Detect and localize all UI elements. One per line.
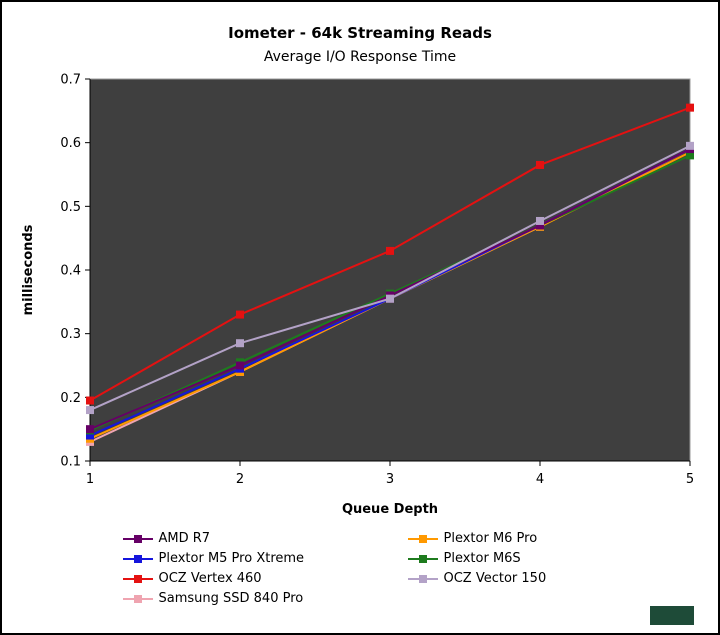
plot-area-background	[89, 78, 691, 462]
legend-item-samsung-ssd-840-pro: Samsung SSD 840 Pro	[122, 591, 313, 606]
y-tick-label: 0.1	[60, 455, 81, 470]
legend-label: OCZ Vertex 460	[158, 571, 262, 586]
series-marker-2	[86, 396, 94, 405]
legend-label: Plextor M6S	[443, 551, 521, 566]
x-tick-label: 1	[86, 472, 94, 487]
series-marker-6	[536, 216, 544, 225]
y-tick-label: 0.2	[60, 391, 81, 406]
legend-item-plextor-m6-pro: Plextor M6 Pro	[407, 531, 598, 546]
legend-item-amd-r7: AMD R7	[122, 531, 313, 546]
x-tick-label: 5	[686, 472, 694, 487]
series-marker-0	[236, 361, 244, 370]
chart-title: Iometer - 64k Streaming Reads	[228, 24, 492, 42]
x-tick-label: 3	[386, 472, 394, 487]
legend-item-ocz-vector-150: OCZ Vector 150	[407, 571, 598, 586]
series-marker-2	[236, 310, 244, 319]
legend-marker-icon	[122, 574, 153, 583]
y-tick-label: 0.3	[60, 327, 81, 342]
legend-label: Samsung SSD 840 Pro	[158, 591, 304, 606]
chart-subtitle: Average I/O Response Time	[263, 49, 457, 65]
series-marker-2	[386, 246, 394, 255]
legend-marker-icon	[122, 554, 153, 563]
legend-label: OCZ Vector 150	[443, 571, 547, 586]
chart-plot: 0.1 0.2 0.3 0.4 0.5 0.6 0.7 1 2 3 4 5 milliseconds Qu…	[21, 73, 694, 518]
y-tick-label: 0.4	[60, 264, 81, 279]
x-axis-title: Queue Depth	[342, 502, 438, 517]
y-tick-label: 0.7	[60, 73, 81, 88]
series-marker-6	[386, 294, 394, 303]
series-marker-2	[686, 103, 694, 112]
legend-marker-icon	[122, 534, 153, 543]
legend-marker-icon	[122, 594, 153, 603]
logo-badge	[650, 606, 694, 625]
legend-label: Plextor M5 Pro Xtreme	[158, 551, 305, 566]
series-marker-2	[536, 160, 544, 169]
y-tick-label: 0.6	[60, 136, 81, 151]
series-marker-0	[86, 425, 94, 434]
legend-label: Plextor M6 Pro	[443, 531, 538, 546]
legend-item-plextor-m6s: Plextor M6S	[407, 551, 598, 566]
y-axis-title: milliseconds	[21, 224, 36, 315]
series-marker-6	[236, 339, 244, 348]
legend-marker-icon	[407, 574, 438, 583]
legend-label: AMD R7	[158, 531, 211, 546]
series-marker-6	[686, 141, 694, 150]
chart-legend: AMD R7 Plextor M5 Pro Xtreme OCZ Vertex 46…	[2, 531, 718, 606]
legend-item-plextor-m5-pro-xtreme: Plextor M5 Pro Xtreme	[122, 551, 313, 566]
legend-marker-icon	[407, 554, 438, 563]
legend-marker-icon	[407, 534, 438, 543]
legend-item-ocz-vertex-460: OCZ Vertex 460	[122, 571, 313, 586]
series-marker-6	[86, 406, 94, 415]
x-tick-label: 2	[236, 472, 244, 487]
y-tick-label: 0.5	[60, 200, 81, 215]
x-tick-label: 4	[536, 472, 544, 487]
